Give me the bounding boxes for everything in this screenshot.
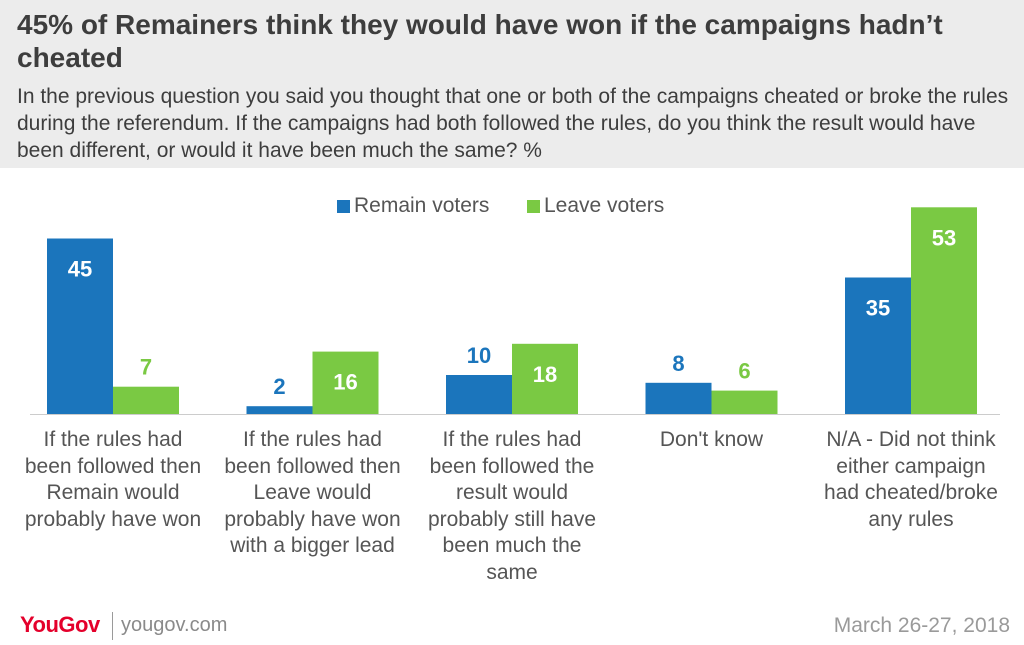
data-label-leave-3: 6 xyxy=(738,359,750,384)
bar-leave-2 xyxy=(512,343,578,414)
data-label-remain-2: 10 xyxy=(467,343,491,368)
bar-remain-3 xyxy=(645,382,712,414)
category-label-2: If the rules had been followed the resul… xyxy=(427,428,597,584)
category-label-3: Don't know xyxy=(659,428,764,451)
bar-leave-1 xyxy=(312,351,379,414)
data-label-leave-1: 16 xyxy=(333,370,357,395)
chart-subtitle: In the previous question you said you th… xyxy=(17,85,1009,162)
category-label-4: N/A - Did not think either campaign had … xyxy=(824,428,998,531)
data-label-leave-0: 7 xyxy=(140,355,152,380)
legend-label-leave: Leave voters xyxy=(544,194,665,217)
footer-divider xyxy=(112,612,113,640)
category-label-0: If the rules had been followed then Rema… xyxy=(24,428,202,531)
footer-site-link[interactable]: yougov.com xyxy=(121,614,228,636)
data-label-remain-4: 35 xyxy=(866,296,890,321)
bar-remain-4 xyxy=(845,277,911,414)
bar-leave-0 xyxy=(113,386,179,414)
category-label-1: If the rules had been followed then Leav… xyxy=(224,428,401,557)
chart-title: 45% of Remainers think they would have w… xyxy=(17,9,943,73)
bar-remain-2 xyxy=(446,375,512,414)
bar-leave-3 xyxy=(711,390,778,414)
bar-remain-0 xyxy=(47,238,113,414)
data-label-leave-2: 18 xyxy=(533,362,557,387)
header-band: 45% of Remainers think they would have w… xyxy=(0,0,1024,168)
legend-swatch-remain xyxy=(337,200,350,213)
legend: Remain voters Leave voters xyxy=(0,193,1024,219)
data-label-remain-0: 45 xyxy=(68,257,92,282)
survey-date: March 26-27, 2018 xyxy=(833,614,1010,637)
bar-remain-1 xyxy=(246,406,313,414)
data-label-remain-3: 8 xyxy=(672,351,684,376)
data-label-remain-1: 2 xyxy=(273,374,285,399)
legend-label-remain: Remain voters xyxy=(354,194,490,217)
data-label-leave-4: 53 xyxy=(932,225,956,250)
yougov-logo: YouGov xyxy=(20,612,100,637)
bar-leave-4 xyxy=(911,207,977,414)
legend-swatch-leave xyxy=(527,200,540,213)
